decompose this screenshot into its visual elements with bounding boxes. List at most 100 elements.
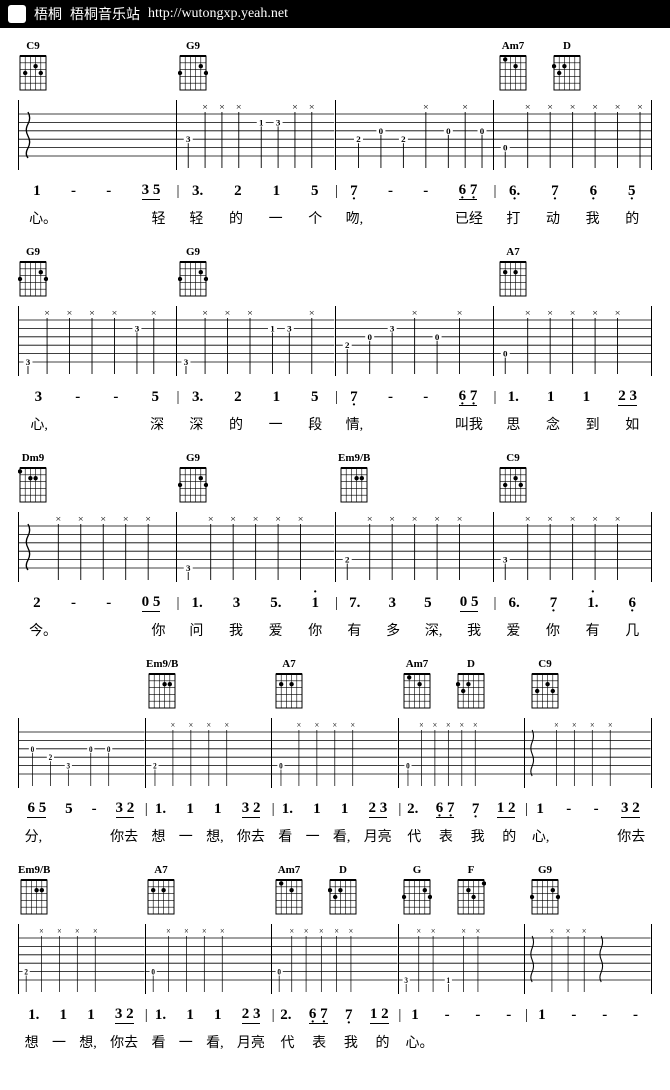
lyric-syllable: 心, xyxy=(532,826,550,846)
svg-text:×: × xyxy=(100,514,106,524)
svg-text:×: × xyxy=(592,514,598,524)
tab-measure: 202×0×0 xyxy=(336,100,494,170)
chord-slot: G9 xyxy=(18,246,172,302)
chord-slot: G9 xyxy=(530,864,652,920)
lyric-syllable: 分, xyxy=(25,826,43,846)
tab-measure: 0××××× xyxy=(494,306,652,376)
chord-name: G9 xyxy=(186,246,200,258)
lyric-syllable: 爱 xyxy=(506,620,520,640)
jianpu-note: - xyxy=(106,595,111,612)
jianpu-note: 0 5 xyxy=(460,594,479,612)
lyric-syllable: 心, xyxy=(30,414,48,434)
music-system: C9G9Am7D3×××13××202×0×00××××××1--3 53.21… xyxy=(18,40,652,228)
lyrics-measure: 想一想,你去 xyxy=(145,826,272,846)
jianpu-note: 5 xyxy=(311,183,319,200)
svg-text:×: × xyxy=(547,514,553,524)
jianpu-note: 7 xyxy=(350,389,358,406)
svg-text:×: × xyxy=(44,308,50,318)
lyric-syllable xyxy=(55,826,69,846)
svg-text:2: 2 xyxy=(24,967,28,976)
chord-diagram: A7 xyxy=(146,864,176,916)
lyric-syllable xyxy=(534,1032,548,1052)
lyrics-measure: 分, 你去 xyxy=(18,826,145,846)
lyric-syllable: 看 xyxy=(278,826,292,846)
svg-text:×: × xyxy=(145,514,151,524)
lyrics-measure: 轻的一个 xyxy=(177,208,336,228)
lyric-syllable: 你 xyxy=(308,620,322,640)
jianpu-note: 6 7 xyxy=(436,800,455,818)
chord-name: C9 xyxy=(26,40,39,52)
jianpu-note: 6 xyxy=(590,183,598,200)
lyric-syllable: 一 xyxy=(179,1032,193,1052)
tab-measure: ×××× xyxy=(525,718,652,788)
lyric-syllable: 心。 xyxy=(29,208,57,228)
chord-name: Am7 xyxy=(502,40,525,52)
tab-measure: 0×××× xyxy=(272,718,399,788)
svg-text:×: × xyxy=(525,102,531,112)
jianpu-measure: 7.350 5 xyxy=(335,590,494,616)
jianpu-row: 6 55-3 21.113 21.112 32.6 771 21--3 2 xyxy=(18,796,652,822)
svg-text:1: 1 xyxy=(446,976,450,985)
lyric-syllable: 你去 xyxy=(110,826,138,846)
music-system: Em9/BA7Am7DC9023002××××0××××0×××××××××6 … xyxy=(18,658,652,846)
svg-text:0: 0 xyxy=(89,744,93,753)
jianpu-measure: 1.113 2 xyxy=(145,796,272,822)
chord-name: F xyxy=(468,864,475,876)
lyric-syllable: 念 xyxy=(546,414,560,434)
jianpu-measure: 6 55-3 2 xyxy=(18,796,145,822)
svg-text:×: × xyxy=(184,926,189,937)
svg-text:×: × xyxy=(112,308,118,318)
lyric-syllable: 我 xyxy=(467,620,481,640)
chord-slot: Em9/B xyxy=(338,452,492,508)
lyric-syllable xyxy=(79,620,93,640)
chord-name: G9 xyxy=(186,452,200,464)
svg-text:×: × xyxy=(456,514,462,524)
chord-slot xyxy=(338,246,492,302)
lyric-syllable xyxy=(384,208,398,228)
lyric-syllable xyxy=(384,414,398,434)
jianpu-note: - xyxy=(106,183,111,200)
lyrics-measure: 心。 轻 xyxy=(18,208,177,228)
chord-diagram: D xyxy=(456,658,486,710)
svg-text:×: × xyxy=(253,514,259,524)
jianpu-note: - xyxy=(571,1007,576,1024)
tab-measure: 2×××× xyxy=(19,924,146,994)
jianpu-measure: 1--- xyxy=(398,1002,525,1028)
svg-text:×: × xyxy=(349,926,354,937)
svg-text:×: × xyxy=(590,720,595,731)
svg-text:×: × xyxy=(188,720,193,731)
svg-text:×: × xyxy=(411,308,417,318)
tab-measure: 2×××× xyxy=(146,718,273,788)
lyrics-row: 今。你问我爱你有多深,我爱你有几 xyxy=(18,620,652,640)
svg-text:×: × xyxy=(335,926,340,937)
lyrics-measure: 有多深,我 xyxy=(335,620,494,640)
jianpu-note: 2 3 xyxy=(618,388,637,406)
jianpu-note: - xyxy=(92,801,97,818)
svg-text:3: 3 xyxy=(67,761,71,770)
svg-text:3: 3 xyxy=(184,357,188,366)
lyric-syllable: 你 xyxy=(546,620,560,640)
svg-text:×: × xyxy=(93,926,98,937)
svg-text:×: × xyxy=(608,720,613,731)
lyric-syllable: 有 xyxy=(586,620,600,640)
lyrics-row: 心。轻轻的一个吻,已经打动我的 xyxy=(18,208,652,228)
lyric-syllable xyxy=(73,414,87,434)
jianpu-note: 5 xyxy=(151,389,159,406)
svg-text:×: × xyxy=(462,102,468,112)
lyric-syllable: 的 xyxy=(229,414,243,434)
tab-staff: 023002××××0××××0××××××××× xyxy=(18,718,652,788)
lyrics-measure: 心,深 xyxy=(18,414,177,434)
svg-text:×: × xyxy=(319,926,324,937)
chord-name: D xyxy=(339,864,347,876)
svg-text:×: × xyxy=(459,720,464,731)
lyrics-row: 分,你去想一想,你去看一看,月亮代表我的心,你去 xyxy=(18,826,652,846)
svg-text:×: × xyxy=(78,514,84,524)
jianpu-note: 1 2 xyxy=(370,1006,389,1024)
jianpu-note: 1. xyxy=(155,1007,166,1024)
lyric-syllable: 问 xyxy=(189,620,203,640)
jianpu-note: 1 xyxy=(273,389,281,406)
lyric-syllable: 轻 xyxy=(151,208,165,228)
chord-slot xyxy=(338,40,492,96)
lyric-syllable: 你去 xyxy=(617,826,645,846)
lyrics-measure xyxy=(525,1032,652,1052)
